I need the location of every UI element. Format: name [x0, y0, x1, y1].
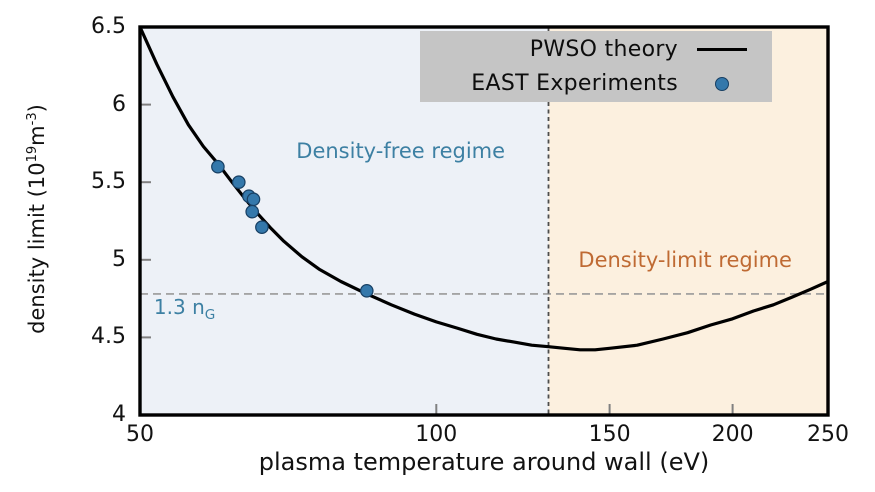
x-tick-label: 200 — [711, 422, 754, 447]
data-point — [359, 283, 374, 298]
annotation-density-limit-regime: Density-limit regime — [578, 247, 792, 272]
y-axis-label-unit: m — [25, 125, 49, 146]
dot-marker-icon — [715, 76, 729, 91]
y-tick-label: 5.5 — [91, 169, 126, 195]
legend-marker-cell — [678, 48, 766, 51]
legend-label-east-experiments: EAST Experiments — [471, 71, 678, 96]
x-tick-label: 100 — [415, 422, 458, 447]
data-point — [245, 204, 259, 219]
x-tick-label: 250 — [807, 422, 849, 447]
annotation-greenwald-fraction: 1.3 nG — [154, 295, 215, 323]
legend-marker-cell — [678, 76, 766, 91]
line-marker-icon — [697, 48, 747, 51]
legend-item-pwso-theory: PWSO theory — [420, 33, 772, 67]
y-tick-label: 6 — [112, 91, 126, 117]
plot-border — [138, 25, 830, 417]
legend-label-pwso-theory: PWSO theory — [529, 37, 678, 62]
legend: PWSO theory EAST Experiments — [420, 31, 772, 102]
data-point — [232, 175, 246, 189]
data-point — [246, 192, 261, 207]
y-tick-label: 4.5 — [91, 324, 126, 350]
y-tick-label: 6.5 — [91, 14, 126, 39]
x-tick-label: 150 — [588, 422, 631, 447]
y-axis-label: density limit (1019m-3) — [25, 104, 49, 334]
x-tick-label: 50 — [126, 422, 154, 447]
y-tick-label: 5 — [112, 246, 126, 272]
annotation-density-free-regime: Density-free regime — [296, 139, 506, 164]
data-point — [255, 220, 269, 234]
y-tick-label: 4 — [112, 402, 126, 427]
greenwald-fraction-text: 1.3 n — [153, 295, 205, 320]
x-axis-label: plasma temperature around wall (eV) — [258, 448, 710, 476]
data-point — [211, 159, 225, 174]
legend-item-east-experiments: EAST Experiments — [420, 67, 772, 101]
greenwald-fraction-subscript: G — [204, 307, 216, 324]
y-axis-label-exponent: 19 — [25, 145, 40, 163]
